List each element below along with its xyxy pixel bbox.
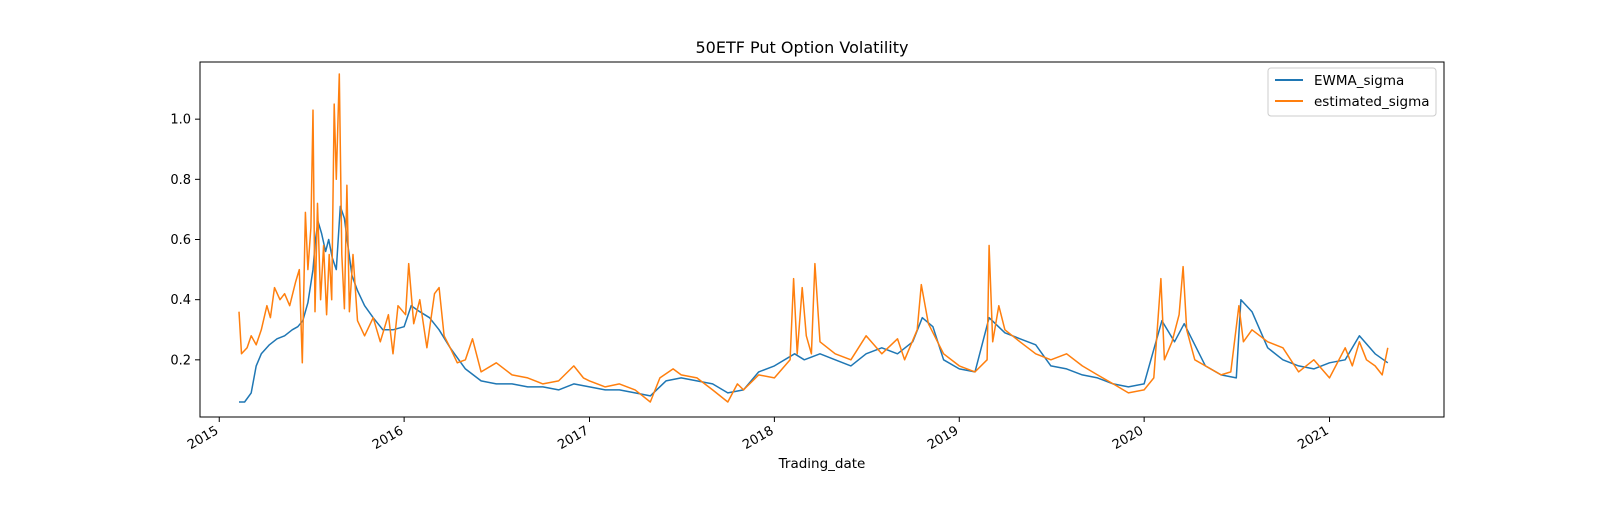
- legend-label-EWMA_sigma: EWMA_sigma: [1314, 73, 1404, 89]
- x-axis-label: Trading_date: [778, 456, 866, 472]
- legend-frame: [1267, 67, 1437, 117]
- y-tick-label: 0.6: [170, 233, 191, 248]
- y-tick-label: 0.8: [170, 173, 191, 188]
- y-tick-label: 1.0: [170, 113, 191, 128]
- legend: EWMA_sigma estimated_sigma: [1267, 67, 1437, 117]
- plot-area: [238, 73, 1389, 403]
- y-tick-label: 0.2: [170, 353, 191, 368]
- chart-title: 50ETF Put Option Volatility: [696, 38, 909, 57]
- y-axis: 0.2 0.4 0.6 0.8 1.0: [170, 113, 200, 368]
- series-layer: [238, 73, 1389, 403]
- series-line-EWMA_sigma: [239, 205, 1389, 403]
- legend-label-estimated_sigma: estimated_sigma: [1314, 94, 1430, 110]
- y-tick-label: 0.4: [170, 293, 191, 308]
- series-line-estimated_sigma: [238, 73, 1389, 403]
